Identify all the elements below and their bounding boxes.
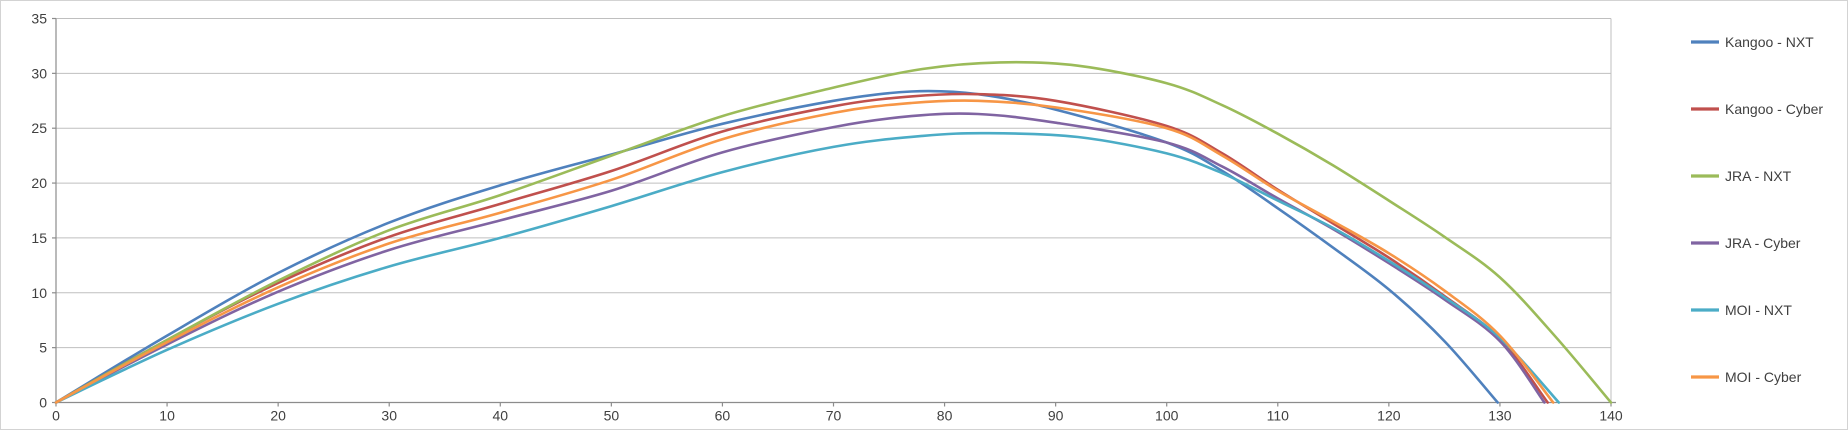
series-lines bbox=[54, 60, 1613, 404]
legend-label-moi-nxt: MOI - NXT bbox=[1725, 302, 1792, 318]
y-tick-label-15: 15 bbox=[31, 230, 47, 246]
x-tick-label-30: 30 bbox=[381, 408, 397, 424]
x-tick-label-60: 60 bbox=[715, 408, 731, 424]
x-tick-label-80: 80 bbox=[937, 408, 953, 424]
x-tick-label-40: 40 bbox=[492, 408, 508, 424]
series-line-jra-nxt[interactable] bbox=[54, 60, 1613, 404]
x-tick-label-0: 0 bbox=[52, 408, 60, 424]
x-tick-label-100: 100 bbox=[1155, 408, 1179, 424]
y-tick-label-5: 5 bbox=[39, 340, 47, 356]
legend-item-moi-nxt[interactable]: MOI - NXT bbox=[1691, 302, 1792, 318]
y-tick-label-30: 30 bbox=[31, 65, 47, 81]
x-tick-label-140: 140 bbox=[1599, 408, 1623, 424]
legend: Kangoo - NXT Kangoo - Cyber JRA - NXT JRA -… bbox=[1691, 34, 1823, 385]
legend-item-moi-cyber[interactable]: MOI - Cyber bbox=[1691, 369, 1802, 385]
y-tick-label-25: 25 bbox=[31, 120, 47, 136]
x-tick-label-110: 110 bbox=[1267, 408, 1290, 424]
x-tick-label-50: 50 bbox=[604, 408, 620, 424]
x-tick-label-120: 120 bbox=[1377, 408, 1401, 424]
x-tick-label-130: 130 bbox=[1488, 408, 1512, 424]
legend-item-kangoo-cyber[interactable]: Kangoo - Cyber bbox=[1691, 101, 1823, 117]
series-line-moi-nxt[interactable] bbox=[54, 131, 1561, 404]
axes bbox=[52, 17, 1616, 407]
legend-item-jra-cyber[interactable]: JRA - Cyber bbox=[1691, 235, 1801, 251]
legend-label-kangoo-nxt: Kangoo - NXT bbox=[1725, 34, 1814, 50]
y-tick-label-0: 0 bbox=[39, 395, 47, 411]
legend-item-kangoo-nxt[interactable]: Kangoo - NXT bbox=[1691, 34, 1814, 50]
gridlines bbox=[56, 18, 1612, 403]
y-tick-label-35: 35 bbox=[31, 11, 47, 27]
legend-label-moi-cyber: MOI - Cyber bbox=[1725, 369, 1802, 385]
x-tick-label-90: 90 bbox=[1048, 408, 1064, 424]
axis-labels: 0 10 20 30 40 50 60 70 80 90 100 110 120 130 140 0 5 10 15… bbox=[31, 11, 1622, 424]
y-tick-label-10: 10 bbox=[31, 285, 47, 301]
x-tick-label-20: 20 bbox=[270, 408, 286, 424]
legend-item-jra-nxt[interactable]: JRA - NXT bbox=[1691, 168, 1792, 184]
x-tick-label-70: 70 bbox=[826, 408, 842, 424]
legend-label-kangoo-cyber: Kangoo - Cyber bbox=[1725, 101, 1823, 117]
series-line-kangoo-nxt[interactable] bbox=[54, 89, 1499, 404]
series-line-moi-cyber[interactable] bbox=[54, 99, 1555, 404]
series-line-jra-cyber[interactable] bbox=[54, 112, 1546, 404]
legend-label-jra-nxt: JRA - NXT bbox=[1725, 168, 1792, 184]
y-tick-label-20: 20 bbox=[31, 175, 47, 191]
series-line-kangoo-cyber[interactable] bbox=[54, 92, 1549, 404]
x-tick-label-10: 10 bbox=[159, 408, 175, 424]
legend-label-jra-cyber: JRA - Cyber bbox=[1725, 235, 1801, 251]
